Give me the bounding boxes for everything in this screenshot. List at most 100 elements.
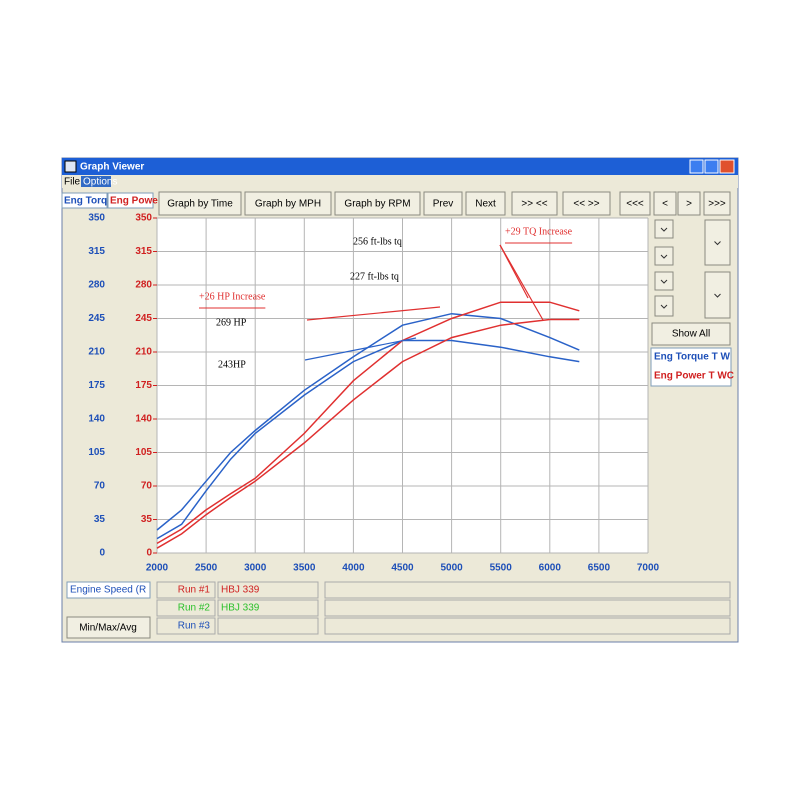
menu-item[interactable]: File (64, 177, 81, 188)
axis-tab[interactable] (107, 192, 154, 209)
toolbar-button-label[interactable]: Next (475, 199, 496, 210)
y2-tick-label: 245 (135, 313, 152, 324)
data-line (156, 312, 580, 531)
y-tick-label: 315 (88, 246, 105, 257)
maximize-button[interactable] (704, 159, 719, 174)
run-label[interactable]: Run #1 (178, 585, 211, 596)
min-max-label[interactable]: Min/Max/Avg (79, 623, 137, 634)
y-tick-label: 175 (88, 380, 105, 391)
x-tick-label: 4500 (391, 563, 414, 574)
axis-tab[interactable] (61, 192, 108, 209)
x-tick-label: 7000 (637, 563, 660, 574)
run-label-box (156, 581, 216, 599)
annotation: 243HP (218, 359, 246, 370)
y-tick-label: 70 (94, 481, 106, 492)
x-tick-label: 2000 (146, 563, 169, 574)
run-label[interactable]: Run #2 (178, 603, 211, 614)
scroll-button[interactable] (654, 295, 674, 317)
y-tick-label: 0 (99, 548, 105, 559)
legend-entry[interactable]: Eng Power T WC (654, 371, 734, 382)
menu-highlight (81, 176, 111, 187)
minimize-button[interactable] (689, 159, 704, 174)
toolbar-button[interactable] (334, 191, 421, 216)
annotation: 256 ft-lbs tq (353, 236, 402, 247)
toolbar-button-label[interactable]: Graph by MPH (255, 199, 321, 210)
x-channel-label[interactable]: Engine Speed (R (70, 585, 146, 596)
y-tick-label: 105 (88, 447, 105, 458)
axis-tab-label[interactable]: Eng Powe (110, 196, 158, 207)
toolbar-button[interactable] (244, 191, 332, 216)
axis-tab-label[interactable]: Eng Torq (64, 196, 107, 207)
toolbar-button[interactable] (511, 191, 558, 216)
x-tick-label: 5500 (490, 563, 513, 574)
toolbar-button-label[interactable]: <<< (626, 199, 644, 210)
scroll-icon (660, 304, 668, 309)
run-name-box (217, 617, 319, 635)
scroll-button[interactable] (704, 271, 731, 319)
x-tick-label: 3500 (293, 563, 316, 574)
annotation-arrow (304, 337, 417, 361)
toolbar-button[interactable] (562, 191, 611, 216)
scroll-button[interactable] (654, 271, 674, 291)
annotation: +29 TQ Increase (505, 226, 573, 237)
annotation: 227 ft-lbs tq (350, 271, 399, 282)
scroll-button[interactable] (654, 219, 674, 239)
run-detail-box (324, 599, 731, 617)
toolbar-button-label[interactable]: > (686, 199, 692, 210)
legend-entry[interactable]: Eng Torque T W (654, 352, 730, 363)
scroll-icon (714, 293, 721, 298)
toolbar-button[interactable] (619, 191, 651, 216)
toolbar-button-label[interactable]: << >> (573, 199, 599, 210)
y2-tick-label: 105 (135, 447, 152, 458)
y-tick-label: 35 (94, 514, 106, 525)
close-button[interactable] (719, 159, 735, 174)
toolbar-button-label[interactable]: < (662, 199, 668, 210)
show-all-label[interactable]: Show All (672, 329, 710, 340)
y2-tick-label: 280 (135, 280, 152, 291)
y-tick-label: 245 (88, 313, 105, 324)
data-line (156, 339, 580, 540)
y2-tick-label: 210 (135, 347, 152, 358)
run-name-box (217, 581, 319, 599)
toolbar-button[interactable] (465, 191, 506, 216)
scroll-icon (660, 227, 668, 232)
annotation-arrow (499, 244, 544, 321)
scroll-button[interactable] (654, 246, 674, 266)
toolbar-button[interactable] (158, 191, 242, 216)
annotation: +26 HP Increase (199, 291, 266, 302)
y2-tick-label: 140 (135, 414, 152, 425)
run-label[interactable]: Run #3 (178, 621, 211, 632)
toolbar-button-label[interactable]: Prev (433, 199, 454, 210)
toolbar-button-label[interactable]: Graph by Time (167, 199, 233, 210)
toolbar-button[interactable] (423, 191, 463, 216)
title-bar (62, 158, 738, 175)
x-tick-label: 3000 (244, 563, 267, 574)
toolbar-button[interactable] (677, 191, 701, 216)
run-name: HBJ 339 (221, 585, 260, 596)
app-icon (64, 160, 77, 173)
y2-tick-label: 35 (141, 514, 153, 525)
toolbar-button-label[interactable]: Graph by RPM (344, 199, 410, 210)
data-line (156, 301, 580, 545)
y-tick-label: 140 (88, 414, 105, 425)
y2-tick-label: 350 (135, 213, 152, 224)
toolbar-button-label[interactable]: >> << (521, 199, 547, 210)
y2-tick-label: 70 (141, 481, 153, 492)
y-tick-label: 350 (88, 213, 105, 224)
run-detail-box (324, 617, 731, 635)
min-max-button[interactable] (66, 616, 151, 639)
run-label-box (156, 599, 216, 617)
toolbar-button-label[interactable]: >>> (708, 199, 726, 210)
scroll-icon (714, 241, 721, 246)
run-name: HBJ 339 (221, 603, 260, 614)
menu-item[interactable]: Options (83, 177, 117, 188)
x-channel-box[interactable] (66, 581, 151, 599)
window-title: Graph Viewer (80, 162, 144, 173)
toolbar-button[interactable] (703, 191, 731, 216)
scroll-icon (660, 254, 668, 259)
scroll-button[interactable] (704, 219, 731, 266)
toolbar-button[interactable] (653, 191, 677, 216)
x-tick-label: 6000 (539, 563, 562, 574)
show-all-button[interactable] (651, 322, 731, 346)
